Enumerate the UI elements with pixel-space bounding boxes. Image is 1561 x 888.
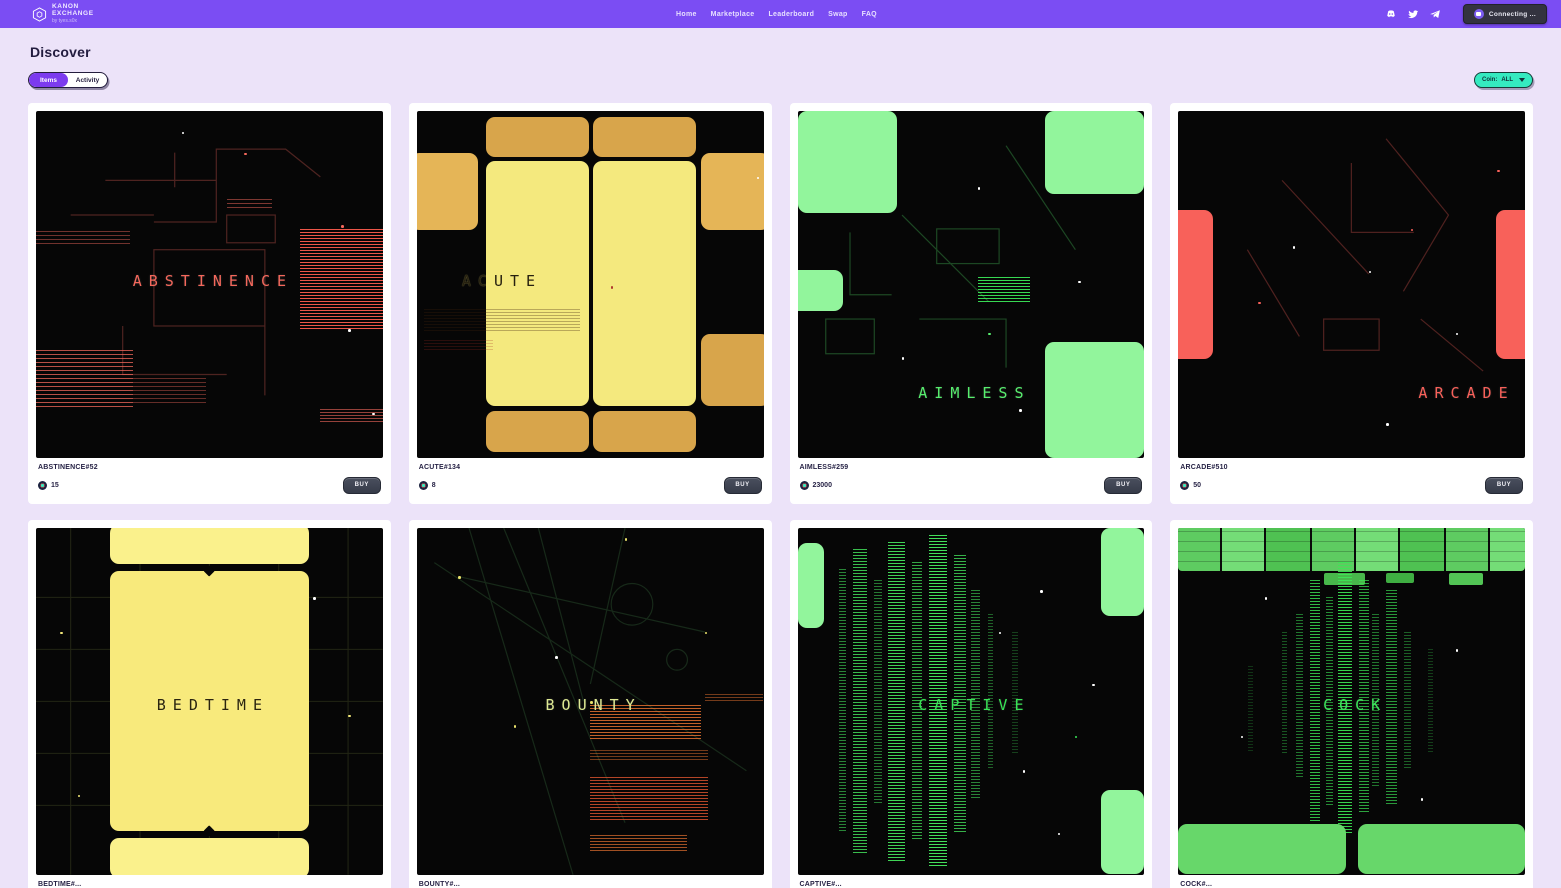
nft-artwork[interactable]: CAPTIVE: [797, 527, 1145, 875]
nft-card-cock: COCK COCK#... BUY: [1170, 519, 1533, 888]
tab-items[interactable]: Items: [29, 73, 68, 87]
tab-activity[interactable]: Activity: [68, 73, 107, 87]
chevron-down-icon: [1519, 78, 1525, 82]
coin-filter-label: Coin:: [1482, 77, 1498, 83]
buy-button[interactable]: BUY: [1104, 476, 1143, 494]
view-tabs: Items Activity: [28, 72, 108, 88]
nft-card-captive: CAPTIVE CAPTIVE#... BUY: [789, 519, 1153, 888]
coin-icon: [418, 480, 428, 490]
nft-price: 15: [51, 481, 59, 489]
nft-artwork[interactable]: COCK: [1178, 527, 1525, 875]
nft-name: BEDTIME#...: [38, 880, 82, 888]
nft-card-arcade: ARCADE ARCADE#510 50 BUY: [1170, 103, 1533, 504]
nft-grid: ABSTINENCE ABSTINENCE#52 15 BUY: [28, 103, 1533, 888]
coin-filter-value: ALL: [1501, 77, 1513, 83]
nft-name: COCK#...: [1180, 880, 1213, 888]
page-title: Discover: [30, 44, 91, 60]
wallet-button-label: Connecting ...: [1488, 10, 1536, 18]
nft-artwork[interactable]: ACUTE: [416, 111, 764, 458]
nav-marketplace[interactable]: Marketplace: [710, 10, 755, 18]
main-content: Discover Items Activity Coin: ALL: [0, 44, 1561, 888]
nft-price: 8: [431, 481, 436, 489]
nft-card-bedtime: BEDTIME BEDTIME#... BUY: [28, 519, 391, 888]
coin-icon: [799, 480, 809, 490]
artwork-title: BOUNTY: [545, 696, 642, 715]
coin-icon: [1180, 480, 1190, 490]
nft-name: ABSTINENCE#52: [38, 463, 98, 471]
artwork-title: COCK: [1323, 696, 1388, 715]
nft-card-aimless: AIMLESS AIMLESS#259 23000 BUY: [789, 103, 1153, 504]
nft-name: BOUNTY#...: [418, 880, 461, 888]
buy-button[interactable]: BUY: [723, 476, 762, 494]
nav-home[interactable]: Home: [676, 10, 697, 18]
buy-button[interactable]: BUY: [342, 476, 381, 494]
telegram-icon[interactable]: [1429, 8, 1442, 21]
twitter-icon[interactable]: [1407, 8, 1420, 21]
logo-title-line1: KANON: [52, 3, 79, 11]
nft-artwork[interactable]: BEDTIME: [36, 527, 383, 875]
coin-icon: [38, 480, 47, 490]
circuit-lines: [70, 148, 321, 396]
constellation-lines: [1247, 138, 1484, 372]
hexagon-logo-icon: [32, 6, 47, 22]
artwork-title: ACUTE: [461, 272, 543, 291]
toolbar: Items Activity Coin: ALL: [28, 72, 1533, 88]
nft-card-abstinence: ABSTINENCE ABSTINENCE#52 15 BUY: [28, 103, 391, 504]
buy-button[interactable]: BUY: [1485, 476, 1523, 494]
artwork-title: ARCADE: [1418, 383, 1515, 402]
coin-filter-dropdown[interactable]: Coin: ALL: [1474, 72, 1533, 88]
discord-icon[interactable]: [1385, 8, 1398, 21]
artwork-title: ABSTINENCE: [132, 272, 294, 291]
wallet-icon: [1473, 9, 1484, 19]
nft-name: CAPTIVE#...: [799, 880, 842, 888]
nft-price: 50: [1193, 481, 1202, 489]
nft-name: ACUTE#134: [418, 463, 461, 471]
nft-artwork[interactable]: AIMLESS: [797, 111, 1145, 458]
circuit-lines: [824, 145, 1076, 368]
constellation-lines: [433, 527, 747, 875]
artwork-title: CAPTIVE: [918, 696, 1031, 715]
nft-artwork[interactable]: ABSTINENCE: [36, 111, 383, 458]
nft-card-bounty: BOUNTY BOUNTY#... BUY: [408, 519, 772, 888]
logo[interactable]: KANON EXCHANGE by tyes.s0x: [32, 3, 94, 24]
wallet-connect-button[interactable]: Connecting ...: [1462, 4, 1547, 24]
nft-artwork[interactable]: ARCADE: [1178, 111, 1525, 458]
nft-name: ARCADE#510: [1180, 463, 1228, 471]
nft-card-acute: ACUTE ACUTE#134 8 BUY: [408, 103, 772, 504]
nft-artwork[interactable]: BOUNTY: [416, 527, 764, 875]
logo-subtitle: by tyes.s0x: [52, 17, 78, 24]
artwork-title: AIMLESS: [918, 383, 1031, 402]
artwork-title: BEDTIME: [156, 696, 269, 715]
nav-swap[interactable]: Swap: [828, 10, 848, 18]
nav-leaderboard[interactable]: Leaderboard: [768, 10, 815, 18]
logo-title-line2: EXCHANGE: [52, 9, 94, 17]
main-nav: Home Marketplace Leaderboard Swap FAQ: [676, 0, 877, 28]
nft-name: AIMLESS#259: [799, 463, 849, 471]
nft-price: 23000: [812, 481, 832, 489]
nav-faq[interactable]: FAQ: [861, 10, 877, 18]
app-header: KANON EXCHANGE by tyes.s0x Home Marketpl…: [0, 0, 1561, 28]
